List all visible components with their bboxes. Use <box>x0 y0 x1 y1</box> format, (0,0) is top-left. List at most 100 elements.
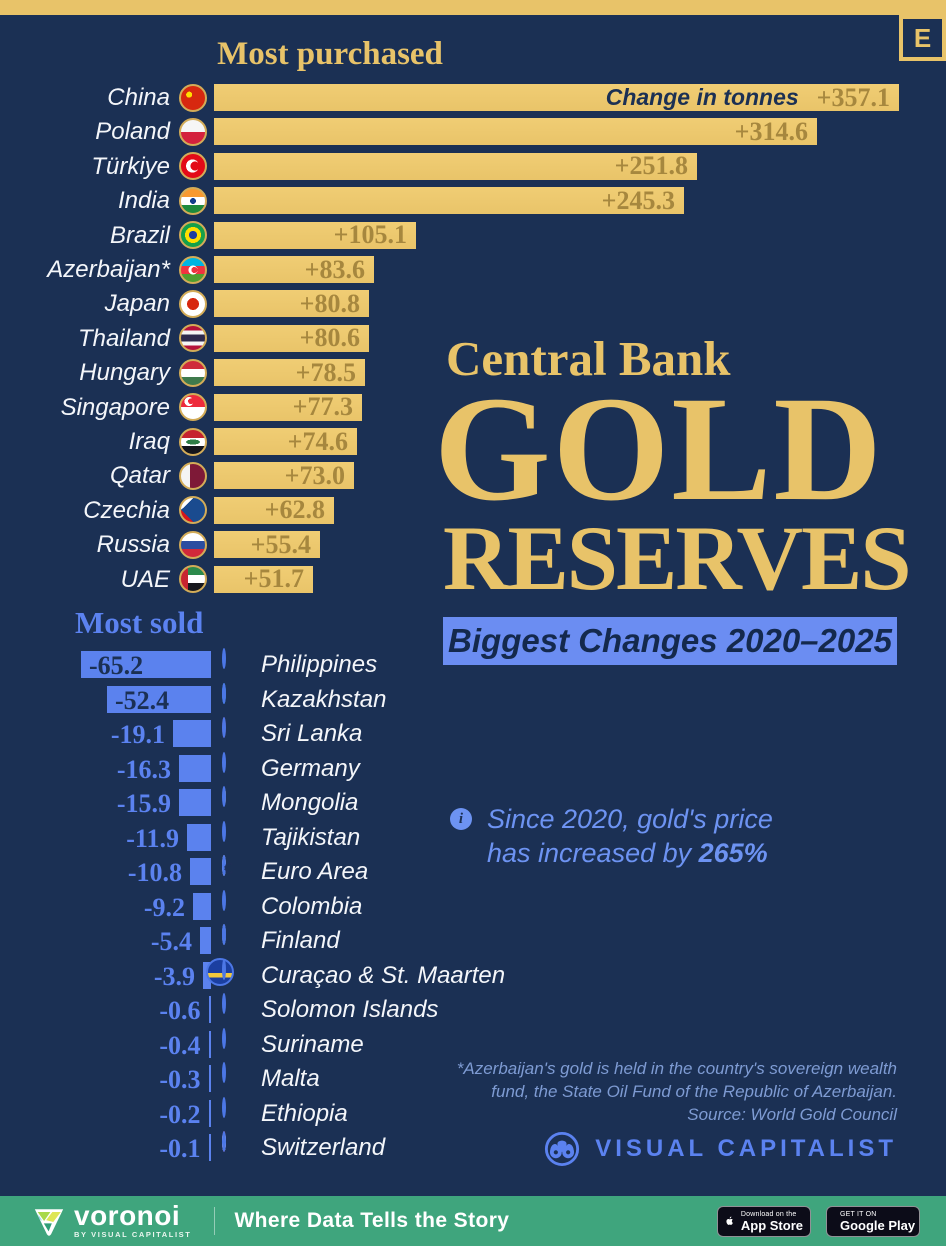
country-label: Curaçao & St. Maarten <box>261 961 506 989</box>
philippines-flag-icon <box>222 648 226 669</box>
bar-value: +77.3 <box>292 392 353 422</box>
purchased-bar: +77.3 <box>214 392 362 422</box>
title-main-line1: GOLD <box>434 366 884 532</box>
germany-flag-icon <box>222 751 226 773</box>
title-main-line2: RESERVES <box>443 507 912 609</box>
bar-value: -0.6 <box>159 996 201 1025</box>
google-play-badge-caption: GET IT ON <box>840 1210 877 1218</box>
purchased-bar: +251.8 <box>214 151 697 181</box>
google-play-badge[interactable]: GET IT ON Google Play <box>826 1205 920 1237</box>
country-label: Mongolia <box>261 789 359 816</box>
google-play-badge-label: Google Play <box>840 1217 916 1233</box>
sold-bar <box>190 858 211 885</box>
switzerland-flag-icon <box>222 1131 226 1152</box>
title-kicker: Central Bank <box>446 331 731 386</box>
sold-bar-row: -5.4 Finland <box>0 924 340 956</box>
purchased-bar: +74.6 <box>214 427 357 456</box>
sold-bar-row: -0.6 Solomon Islands <box>0 993 438 1025</box>
purchased-bar-row: Türkiye +251.8 <box>0 151 697 181</box>
sold-bar <box>200 927 211 954</box>
purchased-bar: +73.0 <box>214 460 354 490</box>
purchased-bar: +80.6 <box>214 323 369 352</box>
bar-value: -5.4 <box>150 927 192 956</box>
bar-value: -15.9 <box>116 789 171 818</box>
mongolia-flag-icon <box>222 786 226 807</box>
singapore-flag-icon <box>179 393 207 422</box>
azerbaijan-flag-icon <box>179 255 207 284</box>
voronoi-wordmark: voronoi <box>74 1200 181 1231</box>
purchased-bar-row: Czechia +62.8 <box>0 495 334 525</box>
sold-bar-zone: -15.9 <box>0 789 211 818</box>
brazil-flag-icon <box>179 221 207 250</box>
purchased-bar: +80.8 <box>214 289 369 318</box>
country-label: Philippines <box>261 651 378 678</box>
country-label: Finland <box>261 927 340 954</box>
visual-capitalist-logo: VISUAL CAPITALIST <box>541 1131 897 1167</box>
country-label: China <box>107 84 170 111</box>
iraq-flag-icon <box>179 427 207 456</box>
country-label: Türkiye <box>91 152 170 180</box>
bar-value: +251.8 <box>614 151 688 181</box>
sold-bar <box>208 1099 211 1127</box>
purchased-bar: +78.5 <box>214 357 365 387</box>
sold-bar-row: -0.2 Ethiopia <box>0 1096 348 1129</box>
sold-bar <box>208 1134 211 1161</box>
country-label: Iraq <box>128 428 170 455</box>
bar-value: -3.9 <box>153 961 195 991</box>
bar-value: +78.5 <box>295 357 356 387</box>
solomon-islands-flag-icon <box>222 993 226 1014</box>
purchased-bar: +245.3 <box>214 186 684 215</box>
footnote: *Azerbaijan's gold is held in the countr… <box>457 1057 897 1126</box>
store-badges: Download on the App Store GET IT ON Goog… <box>717 1205 920 1237</box>
qatar-flag-icon <box>179 461 207 490</box>
bar-value: -19.1 <box>110 720 165 749</box>
purchased-bar-row: India +245.3 <box>0 186 684 215</box>
sold-bar-zone: -65.2 <box>0 651 211 680</box>
sold-bar <box>179 754 211 782</box>
suriname-flag-icon <box>222 1027 226 1049</box>
sold-bar-zone: -9.2 <box>0 892 211 922</box>
visual-capitalist-wordmark: VISUAL CAPITALIST <box>595 1135 897 1162</box>
sold-bar-zone: -10.8 <box>0 858 211 887</box>
app-store-badge-caption: Download on the <box>740 1210 797 1218</box>
uae-flag-icon <box>179 565 207 594</box>
app-store-badge[interactable]: Download on the App Store <box>717 1205 811 1237</box>
bar-value: +357.1 <box>816 82 890 112</box>
sold-bar-zone: -16.3 <box>0 754 211 784</box>
poland-flag-icon <box>179 117 207 146</box>
sold-bar-row: -0.1 Switzerland <box>0 1131 385 1163</box>
sold-bar <box>208 1030 211 1058</box>
bar-value: +62.8 <box>264 495 325 525</box>
series-badge: E <box>899 15 946 61</box>
sold-bar-zone: -11.9 <box>0 823 211 853</box>
sold-bar-zone: -0.1 <box>0 1134 211 1163</box>
bar-value: -0.2 <box>159 1099 201 1129</box>
country-label: Hungary <box>79 359 170 387</box>
sold-bar <box>187 823 211 851</box>
country-label: Poland <box>95 118 170 146</box>
euro-area-flag-icon <box>222 855 226 876</box>
country-label: Singapore <box>60 393 170 421</box>
purchased-bar-row: Qatar +73.0 <box>0 460 354 490</box>
country-label: Japan <box>104 290 170 318</box>
purchased-bar: Change in tonnes +357.1 <box>214 82 899 112</box>
country-label: Solomon Islands <box>261 996 439 1023</box>
purchased-bar-row: Singapore +77.3 <box>0 392 362 422</box>
sold-bar-row: -0.4 Suriname <box>0 1027 364 1060</box>
subtitle-box: Biggest Changes 2020–2025 <box>443 617 897 665</box>
bar-value: -0.1 <box>159 1134 201 1163</box>
country-label: Germany <box>261 754 360 782</box>
thailand-flag-icon <box>179 324 207 353</box>
sold-bar-zone: -19.1 <box>0 720 211 749</box>
country-label: Tajikistan <box>261 823 361 851</box>
bar-value: -9.2 <box>143 892 185 922</box>
sold-chart-title: Most sold <box>75 605 204 640</box>
apple-icon <box>726 1216 733 1225</box>
bar-value: +73.0 <box>284 460 345 490</box>
bar-value: -65.2 <box>89 651 144 680</box>
bar-value: +51.7 <box>243 564 304 594</box>
bar-value: -0.3 <box>159 1065 201 1094</box>
bar-value: -10.8 <box>127 858 182 887</box>
axis-label: Change in tonnes <box>605 84 799 110</box>
